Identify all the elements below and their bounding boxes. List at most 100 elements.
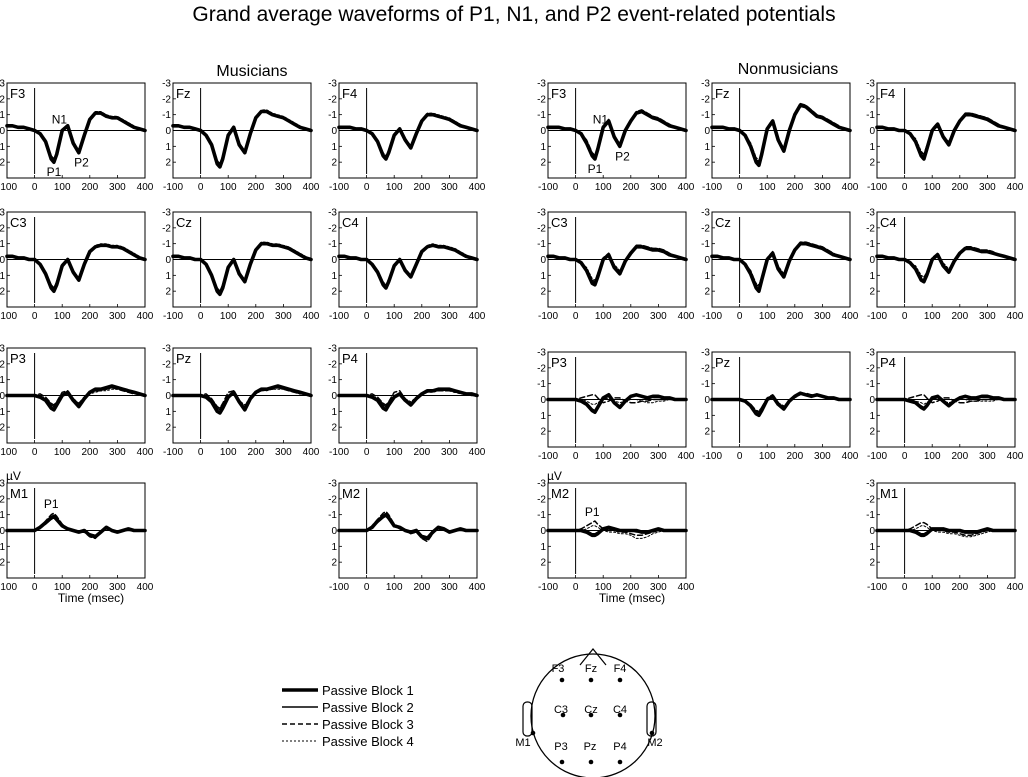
y-tick-label: 1 [540,142,546,153]
head-label-p3: P3 [554,741,567,753]
x-tick-label: -100 [867,451,887,462]
x-tick-label: 100 [54,311,71,322]
waveform-passive-block-1 [875,527,1017,538]
panel-musicians-fz: -3 -2 -1 0 1 2 -100 0 100 200 300 400 Fz [162,79,320,194]
y-tick-label: 0 [869,395,875,406]
panel-musicians-m1: -3 -2 -1 0 1 2 -100 0 100 200 300 400 M1 P1 µV Time (ms… [0,469,154,605]
y-tick-label: -2 [537,223,546,234]
x-tick-label: -100 [538,582,558,593]
waveform-passive-block-1 [171,241,313,297]
electrode-dot-m2 [649,730,655,736]
y-tick-label: 1 [540,542,546,553]
x-tick-label: -100 [867,311,887,322]
electrode-label: C4 [342,215,359,230]
y-tick-label: 0 [331,391,337,402]
x-tick-label: -100 [163,447,183,458]
y-tick-label: -1 [0,375,5,386]
y-tick-label: -2 [0,359,5,370]
y-tick-label: 0 [704,126,710,137]
waveform-passive-block-1 [546,393,688,414]
x-tick-label: -100 [0,582,17,593]
y-tick-label: -3 [0,208,5,219]
y-tick-label: -1 [866,379,875,390]
waveform-passive-block-1 [5,111,147,164]
y-tick-label: -1 [866,239,875,250]
y-tick-label: -3 [701,79,710,90]
waveform-passive-block-4 [6,111,146,160]
x-axis-title: Time (msec) [58,591,124,605]
waveform-passive-block-1 [337,387,479,412]
x-tick-label: 300 [979,451,996,462]
x-tick-label: 100 [595,311,612,322]
y-tick-label: -1 [162,239,171,250]
waveform-passive-block-1 [875,112,1017,161]
x-tick-label: 300 [441,182,458,193]
electrode-label: Fz [176,86,190,101]
y-tick-label: 1 [0,142,5,153]
electrode-label: Cz [176,215,192,230]
electrode-label: C3 [551,215,568,230]
x-tick-label: 200 [413,182,430,193]
left-ear [522,701,533,737]
head-label-cz: Cz [584,704,597,716]
waveform-passive-block-1 [171,109,313,169]
x-tick-label: 400 [1007,582,1024,593]
x-tick-label: 200 [81,447,98,458]
x-tick-label: 100 [924,582,941,593]
panel-nonmusicians-cz: -3 -2 -1 0 1 2 -100 0 100 200 300 400 Cz [701,208,859,323]
y-tick-label: 0 [869,526,875,537]
panel-nonmusicians-f4: -3 -2 -1 0 1 2 -100 0 100 200 300 400 F4 [866,79,1024,194]
y-tick-label: 1 [869,411,875,422]
electrode-dot-pz [588,759,594,765]
y-tick-label: 0 [704,395,710,406]
x-tick-label: 400 [469,311,486,322]
y-tick-label: -3 [162,79,171,90]
x-tick-label: 200 [786,182,803,193]
x-tick-label: 200 [786,311,803,322]
electrode-dot-c4 [617,712,623,718]
y-tick-label: -2 [866,494,875,505]
y-tick-label: 1 [540,271,546,282]
x-tick-label: 300 [814,182,831,193]
electrode-label: P4 [880,355,896,370]
y-tick-label: -2 [866,94,875,105]
component-label-n1: N1 [52,112,68,126]
x-tick-label: -100 [329,182,349,193]
x-tick-label: 0 [902,451,908,462]
y-tick-label: -1 [866,510,875,521]
x-tick-label: 0 [32,311,38,322]
y-tick-label: 1 [704,411,710,422]
waveform-passive-block-1 [171,384,313,415]
y-tick-label: -2 [866,363,875,374]
y-tick-label: -2 [701,223,710,234]
y-tick-label: 1 [165,407,171,418]
y-tick-label: 2 [0,423,5,434]
panel-musicians-cz: -3 -2 -1 0 1 2 -100 0 100 200 300 400 Cz [162,208,320,323]
electrode-dot-fz [588,677,594,683]
y-tick-label: 1 [331,271,337,282]
y-tick-label: -1 [328,375,337,386]
y-tick-label: 0 [540,395,546,406]
y-tick-label: -1 [0,510,5,521]
waveform-passive-block-1 [875,246,1017,284]
y-unit-label: µV [6,469,21,483]
y-tick-label: -3 [537,479,546,490]
electrode-label: Fz [715,86,729,101]
waveform-passive-block-3 [711,102,851,163]
y-tick-label: 1 [165,271,171,282]
y-tick-label: -2 [866,223,875,234]
x-tick-label: 100 [220,182,237,193]
y-tick-label: -2 [537,94,546,105]
y-tick-label: -3 [537,348,546,359]
y-tick-label: -1 [328,110,337,121]
y-tick-label: 2 [0,287,5,298]
electrode-label: F3 [551,86,566,101]
y-tick-label: 2 [869,287,875,298]
y-tick-label: 2 [540,427,546,438]
panel-musicians-p4: -3 -2 -1 0 1 2 -100 0 100 200 300 400 P4 [328,344,486,459]
x-tick-label: 300 [650,311,667,322]
y-tick-label: -3 [866,348,875,359]
x-tick-label: 400 [469,182,486,193]
waveform-passive-block-4 [711,241,851,286]
